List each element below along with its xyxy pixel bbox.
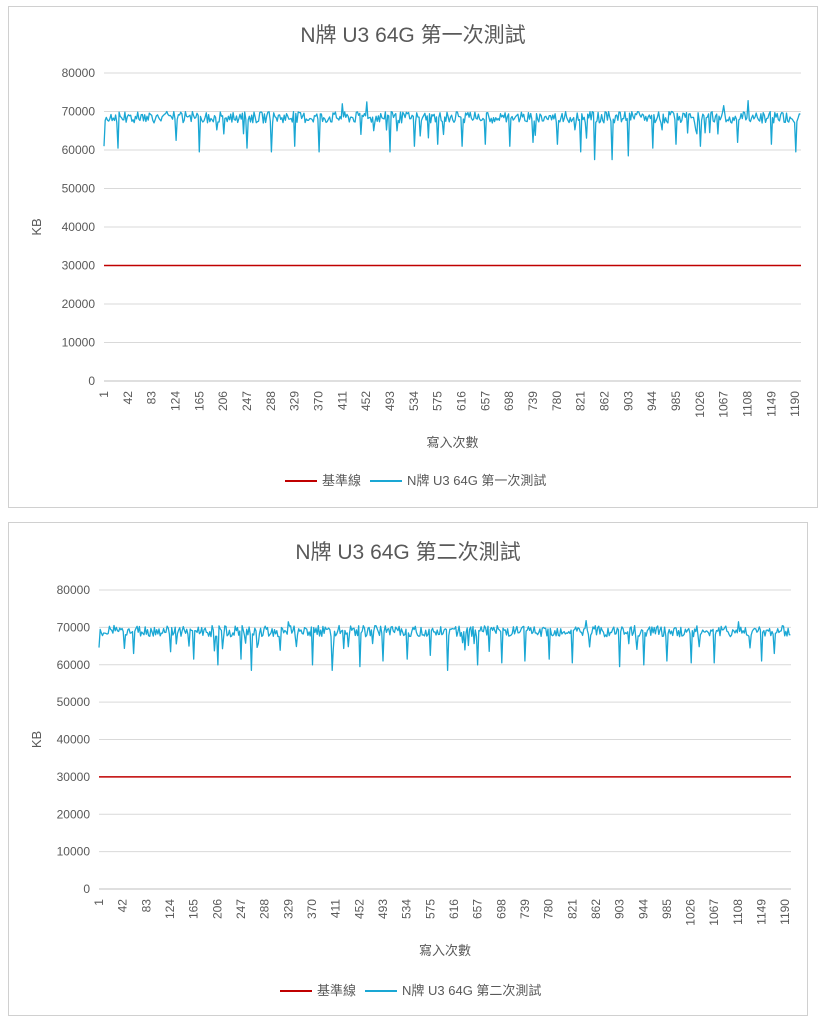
x-tick-label: 739 <box>518 899 532 919</box>
y-tick-label: 50000 <box>62 182 96 196</box>
x-tick-label: 1 <box>92 899 106 906</box>
x-tick-label: 329 <box>288 391 302 411</box>
y-tick-label: 60000 <box>62 143 96 157</box>
x-tick-label: 165 <box>192 391 206 411</box>
x-tick-label: 83 <box>139 899 153 913</box>
x-tick-label: 575 <box>431 391 445 411</box>
x-tick-label: 124 <box>169 391 183 411</box>
x-tick-label: 493 <box>376 899 390 919</box>
x-tick-label: 944 <box>636 899 650 919</box>
y-tick-label: 20000 <box>57 807 91 821</box>
x-tick-label: 698 <box>494 899 508 919</box>
x-tick-label: 411 <box>335 391 349 410</box>
x-tick-label: 739 <box>526 391 540 411</box>
y-tick-label: 80000 <box>57 583 91 597</box>
x-tick-label: 124 <box>163 899 177 919</box>
x-tick-label: 165 <box>187 899 201 919</box>
y-tick-label: 40000 <box>62 220 96 234</box>
x-tick-label: 780 <box>550 391 564 411</box>
x-tick-label: 247 <box>240 391 254 411</box>
x-axis-title: 寫入次數 <box>426 435 478 450</box>
y-tick-label: 30000 <box>57 770 91 784</box>
y-tick-label: 60000 <box>57 658 91 672</box>
y-tick-label: 30000 <box>62 259 96 273</box>
x-tick-label: 370 <box>305 899 319 919</box>
chart-title: N牌 U3 64G 第二次測試 <box>295 541 520 564</box>
chart-panel-second-test: N牌 U3 64G 第二次測試 0 10000 20000 30000 40000 5000… <box>8 522 808 1016</box>
x-tick-label: 83 <box>145 391 159 405</box>
x-tick-label: 1026 <box>684 899 698 926</box>
x-tick-label: 657 <box>471 899 485 919</box>
x-tick-label: 616 <box>447 899 461 919</box>
chart-title: N牌 U3 64G 第一次測試 <box>300 24 525 47</box>
y-tick-label: 10000 <box>57 845 91 859</box>
y-tick-label: 80000 <box>62 66 96 80</box>
x-tick-label: 657 <box>478 391 492 411</box>
x-tick-label: 1108 <box>741 391 755 417</box>
y-tick-label: 50000 <box>57 695 91 709</box>
x-tick-label: 1067 <box>707 899 721 926</box>
x-tick-label: 1026 <box>693 391 707 418</box>
series-line-test <box>103 100 801 161</box>
x-tick-label: 1190 <box>778 899 792 925</box>
x-tick-label: 985 <box>669 391 683 411</box>
x-tick-label: 493 <box>383 391 397 411</box>
x-tick-label: 329 <box>281 899 295 919</box>
x-tick-label: 1190 <box>788 391 802 417</box>
x-tick-label: 288 <box>264 391 278 411</box>
x-tick-label: 1108 <box>731 899 745 925</box>
legend-label: N牌 U3 64G 第一次測試 <box>407 473 546 488</box>
y-tick-label: 70000 <box>57 620 91 634</box>
y-axis-title: KB <box>29 218 44 235</box>
x-tick-label: 452 <box>359 391 373 411</box>
x-tick-label: 575 <box>423 899 437 919</box>
x-tick-label: 1149 <box>764 391 778 417</box>
x-tick-label: 780 <box>542 899 556 919</box>
x-tick-label: 247 <box>234 899 248 919</box>
x-tick-label: 944 <box>645 391 659 411</box>
x-tick-label: 42 <box>121 391 135 405</box>
x-tick-label: 534 <box>407 391 421 411</box>
x-tick-label: 452 <box>352 899 366 919</box>
y-tick-label: 70000 <box>62 105 96 119</box>
x-axis-title: 寫入次數 <box>419 943 471 958</box>
x-tick-label: 288 <box>258 899 272 919</box>
x-tick-label: 903 <box>621 391 635 411</box>
y-axis-title: KB <box>29 731 44 748</box>
x-tick-label: 534 <box>400 899 414 919</box>
x-tick-label: 821 <box>565 899 579 919</box>
x-tick-label: 1149 <box>755 899 769 925</box>
x-tick-label: 1067 <box>717 391 731 418</box>
chart-first-test: N牌 U3 64G 第一次測試 0 10000 20000 30000 40000 5000… <box>29 24 802 488</box>
legend-label: N牌 U3 64G 第二次測試 <box>402 983 541 998</box>
y-tick-label: 10000 <box>62 336 96 350</box>
x-tick-label: 903 <box>613 899 627 919</box>
y-tick-label: 20000 <box>62 297 96 311</box>
series-line-test <box>98 619 791 672</box>
x-tick-label: 411 <box>329 899 343 918</box>
x-tick-label: 821 <box>574 391 588 411</box>
legend-label: 基準線 <box>322 473 361 488</box>
x-tick-label: 862 <box>589 899 603 919</box>
x-tick-label: 985 <box>660 899 674 919</box>
x-tick-label: 1 <box>97 391 111 398</box>
chart-panel-first-test: N牌 U3 64G 第一次測試 0 10000 20000 30000 40000 5000… <box>8 6 818 508</box>
legend-label: 基準線 <box>317 983 356 998</box>
y-tick-label: 0 <box>83 882 90 896</box>
x-tick-label: 862 <box>598 391 612 411</box>
x-tick-label: 42 <box>116 899 130 913</box>
x-tick-label: 616 <box>455 391 469 411</box>
y-tick-label: 40000 <box>57 733 91 747</box>
x-tick-label: 698 <box>502 391 516 411</box>
x-tick-label: 206 <box>216 391 230 411</box>
y-tick-label: 0 <box>88 374 95 388</box>
x-tick-label: 370 <box>312 391 326 411</box>
chart-second-test: N牌 U3 64G 第二次測試 0 10000 20000 30000 40000 5000… <box>29 541 792 998</box>
x-tick-label: 206 <box>210 899 224 919</box>
